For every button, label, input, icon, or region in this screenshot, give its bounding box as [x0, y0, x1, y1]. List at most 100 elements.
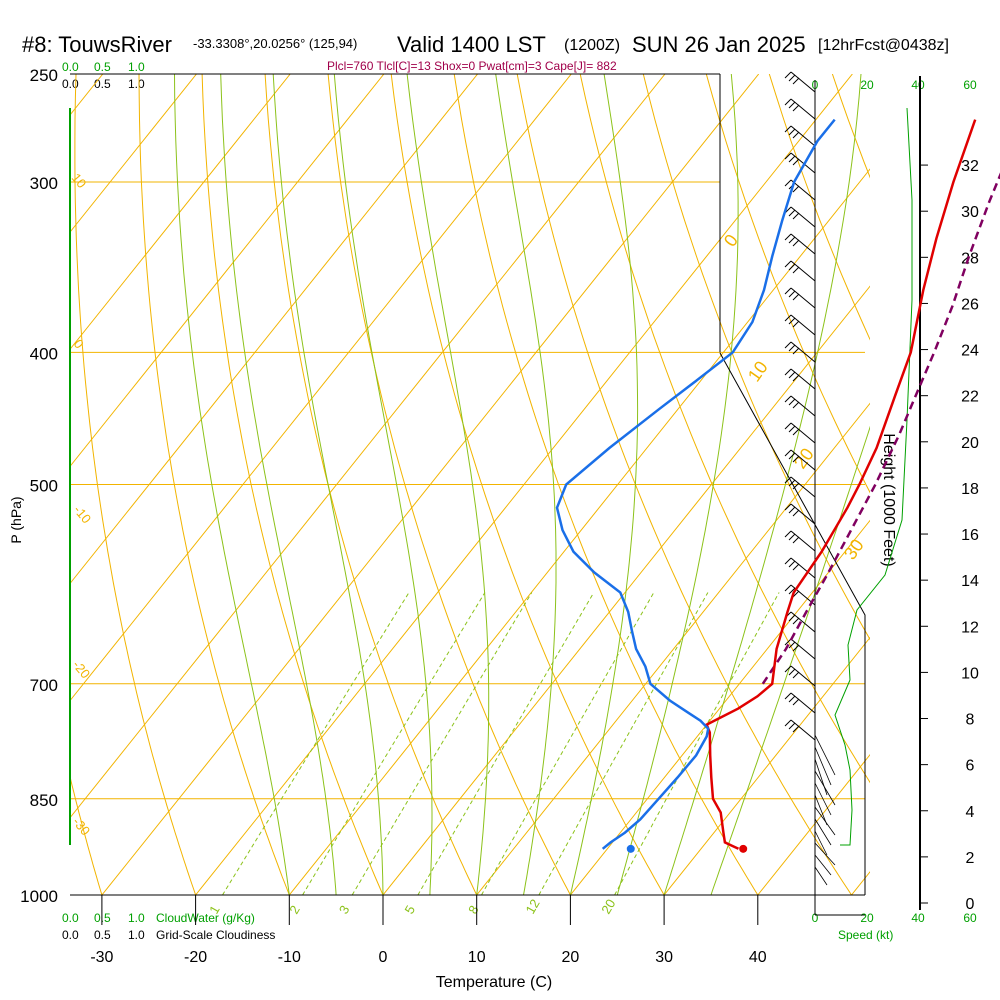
- wind-barb: [784, 152, 816, 174]
- wind-speed-profile: [834, 107, 913, 846]
- wind-barb-flag: [792, 185, 800, 193]
- height-tick-label: 10: [961, 665, 979, 682]
- wind-barb-flag: [788, 506, 796, 514]
- wind-barb-flag: [784, 125, 792, 133]
- wind-barb-flag: [788, 128, 796, 136]
- wind-barb-low: [814, 842, 836, 866]
- wind-barb-flag: [784, 368, 792, 376]
- height-axis-title: Height (1000 Feet): [880, 433, 897, 566]
- sounding-indices: Plcl=760 Tlcl[C]=13 Shox=0 Pwat[cm]=3 Ca…: [327, 59, 617, 73]
- pressure-tick-label: 400: [30, 344, 58, 363]
- wind-barb-low: [814, 854, 832, 876]
- wind-barb-flag: [788, 479, 796, 487]
- wind-barb: [784, 449, 816, 471]
- wind-barb-flag: [792, 509, 800, 517]
- wind-barb-flag: [784, 638, 792, 646]
- temperature-tick-label: 30: [655, 949, 673, 966]
- wind-barb: [784, 287, 816, 309]
- moist-adiabat-line: [174, 74, 290, 896]
- wind-barb-flag: [788, 101, 796, 109]
- height-tick-label: 12: [961, 619, 979, 636]
- wind-barb: [784, 368, 816, 390]
- wind-barb-flag: [784, 233, 792, 241]
- mixing-ratio-line: [417, 592, 595, 896]
- cloudiness-tick-label: 1.0: [128, 928, 145, 942]
- wind-barb-flag: [788, 74, 796, 82]
- height-tick-label: 20: [961, 435, 979, 452]
- temperature-tick-label: -20: [184, 949, 207, 966]
- mixing-ratio-line: [222, 592, 410, 896]
- mixing-ratio-label: 8: [465, 903, 482, 917]
- wind-barb-flag: [788, 209, 796, 217]
- wind-barb-flag: [792, 536, 800, 544]
- wind-barb-flag: [792, 590, 800, 598]
- wind-barb-flag: [784, 503, 792, 511]
- height-tick-label: 28: [961, 250, 979, 267]
- mixing-ratio-label: 3: [336, 903, 353, 917]
- parcel-path-line: [761, 172, 1000, 685]
- temperature-tick-label: -10: [278, 949, 301, 966]
- wind-barb-flag: [788, 236, 796, 244]
- wind-barb-flag: [784, 71, 792, 79]
- dry-adiabat-line: [264, 74, 478, 896]
- wind-barb-flag: [784, 152, 792, 160]
- wind-barb-flag: [784, 584, 792, 592]
- wind-barb: [784, 422, 816, 444]
- isotherm-line: [70, 74, 572, 702]
- mixing-ratio-label: 12: [523, 896, 543, 916]
- wind-barb-flag: [788, 155, 796, 163]
- moist-adiabat-line: [333, 74, 433, 896]
- isotherm-label: 10: [69, 170, 90, 191]
- wind-barb-flag: [792, 644, 800, 652]
- wind-barb-flag: [792, 401, 800, 409]
- dry-adiabat-line: [0, 74, 8, 895]
- wind-barb: [784, 503, 816, 525]
- wind-barb-flag: [784, 530, 792, 538]
- dry-adiabat-line: [705, 74, 870, 494]
- height-tick-label: 14: [961, 573, 979, 590]
- wind-barb-low: [814, 746, 832, 786]
- height-tick-label: 4: [966, 804, 975, 821]
- wind-barb-flag: [784, 287, 792, 295]
- isotherm-line: [195, 74, 853, 896]
- wind-barb-flag: [784, 449, 792, 457]
- cloudiness-tick-label: 0.0: [62, 77, 79, 91]
- speed-tick-label: 40: [911, 78, 925, 92]
- wind-barb-low: [814, 794, 828, 826]
- height-tick-label: 22: [961, 389, 979, 406]
- moist-adiabat-line: [495, 74, 557, 896]
- mixing-ratio-label: 2: [286, 903, 303, 917]
- speed-axis-title: Speed (kt): [838, 928, 893, 942]
- wind-barb-low: [814, 866, 828, 886]
- isotherm-label: -20: [70, 657, 94, 681]
- wind-barb-flag: [792, 698, 800, 706]
- height-tick-label: 32: [961, 158, 979, 175]
- wind-barb-low: [814, 806, 836, 836]
- wind-barb: [784, 314, 816, 336]
- speed-axis-bottom: 0 20 40 60 Speed (kt): [812, 911, 977, 942]
- speed-tick-label: 0: [812, 911, 819, 925]
- plot-diagonal-border: [719, 352, 866, 895]
- wind-barb-flag: [788, 614, 796, 622]
- isotherm-line: [663, 636, 870, 896]
- wind-barb: [784, 341, 816, 363]
- surface-dewpoint-point: [626, 844, 635, 853]
- height-tick-label: 6: [966, 758, 975, 775]
- moist-adiabat-line: [406, 74, 490, 896]
- isotherm-label: -30: [70, 814, 94, 838]
- dry-adiabat-line: [642, 74, 870, 641]
- wind-barb: [784, 530, 816, 552]
- temperature-profile-line: [705, 119, 977, 850]
- speed-tick-label: 20: [860, 911, 874, 925]
- zulu-time: (1200Z): [564, 37, 620, 54]
- wind-barb-flag: [792, 482, 800, 490]
- wind-barb-flag: [792, 104, 800, 112]
- pressure-tick-label: 300: [30, 174, 58, 193]
- wind-barb-flag: [784, 260, 792, 268]
- wind-barb-flag: [792, 671, 800, 679]
- wind-barb-flag: [784, 341, 792, 349]
- valid-date: SUN 26 Jan 2025: [632, 32, 806, 57]
- wind-barb-low: [814, 818, 832, 846]
- wind-barb-low: [814, 734, 836, 776]
- pressure-tick-label: 700: [30, 676, 58, 695]
